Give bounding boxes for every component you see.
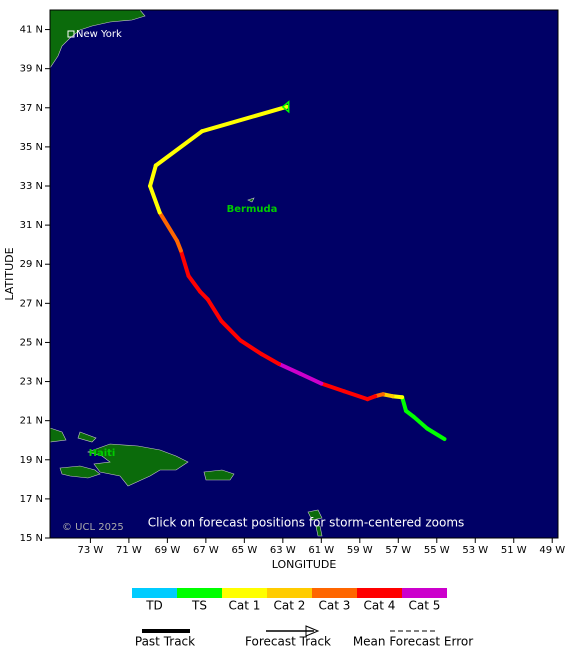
y-tick-label: 33 N — [20, 181, 43, 192]
track-segment — [157, 210, 179, 243]
track-segment — [200, 104, 289, 134]
legend-label: Cat 3 — [319, 599, 351, 613]
legend-swatch — [312, 588, 357, 598]
x-tick-label: 73 W — [78, 545, 104, 556]
track-segment — [411, 414, 430, 431]
track-segment — [219, 318, 243, 343]
legend-label: Cat 2 — [274, 599, 306, 613]
legend-swatch — [402, 588, 447, 598]
legend-label: Past Track — [135, 635, 195, 649]
x-tick-label: 59 W — [347, 545, 373, 556]
copyright: © UCL 2025 — [62, 522, 124, 533]
note: Click on forecast positions for storm-ce… — [148, 516, 465, 530]
place-label: Haiti — [89, 448, 116, 459]
bermuda-island — [247, 197, 255, 203]
cuba — [59, 465, 101, 479]
guadeloupe — [307, 509, 323, 521]
y-tick-label: 41 N — [20, 25, 43, 36]
city-marker — [67, 30, 75, 38]
x-tick-label: 61 W — [308, 545, 334, 556]
legend-swatch — [267, 588, 312, 598]
y-tick-label: 31 N — [20, 220, 43, 231]
track-segment — [425, 426, 447, 442]
legend-swatch — [177, 588, 222, 598]
x-tick-label: 49 W — [539, 545, 565, 556]
track-end-marker — [281, 100, 290, 114]
y-tick-label: 37 N — [20, 103, 43, 114]
track-layer — [148, 100, 447, 442]
hispaniola — [87, 443, 189, 487]
y-axis-title: LATITUDE — [3, 247, 16, 300]
legend-swatch — [132, 588, 177, 598]
y-tick-label: 23 N — [20, 377, 43, 388]
x-tick-label: 53 W — [462, 545, 488, 556]
y-tick-label: 17 N — [20, 494, 43, 505]
place-label: Bermuda — [227, 204, 278, 215]
track-segment — [238, 338, 264, 357]
y-tick-label: 15 N — [20, 533, 43, 544]
track-segment — [178, 248, 191, 278]
track-segment — [153, 129, 205, 168]
track-segment — [298, 371, 324, 386]
x-tick-label: 65 W — [231, 545, 257, 556]
track-segment — [148, 163, 158, 188]
legend-label: TS — [191, 599, 207, 613]
forecast-arrow — [305, 625, 320, 637]
dominica — [315, 525, 323, 537]
track-segment — [205, 297, 224, 323]
us-coast — [49, 9, 146, 69]
map-frame — [49, 9, 559, 539]
legend-label: Cat 4 — [364, 599, 396, 613]
x-tick-label: 55 W — [424, 545, 450, 556]
x-tick-label: 71 W — [116, 545, 142, 556]
legend-label: Cat 1 — [229, 599, 261, 613]
track-segment — [342, 389, 370, 402]
y-tick-label: 25 N — [20, 337, 43, 348]
track-segment — [276, 361, 303, 376]
y-tick-label: 29 N — [20, 259, 43, 270]
y-tick-label: 21 N — [20, 416, 43, 427]
track-segment — [148, 184, 162, 215]
x-tick-label: 67 W — [193, 545, 219, 556]
y-tick-label: 35 N — [20, 142, 43, 153]
legend-swatch — [357, 588, 402, 598]
legend-label: Cat 5 — [409, 599, 441, 613]
legend-label: Forecast Track — [245, 635, 331, 649]
track-segment — [319, 381, 347, 394]
legend-label: TD — [145, 599, 163, 613]
track-segment — [259, 352, 281, 366]
x-tick-label: 51 W — [501, 545, 527, 556]
x-tick-label: 63 W — [270, 545, 296, 556]
legend-label: Mean Forecast Error — [353, 635, 473, 649]
y-tick-label: 19 N — [20, 455, 43, 466]
track-segment — [186, 273, 203, 294]
y-tick-label: 27 N — [20, 298, 43, 309]
land — [49, 9, 323, 537]
bahamas — [77, 431, 97, 443]
track-segment — [400, 395, 408, 413]
x-axis-title: LONGITUDE — [272, 558, 337, 571]
place-label: New York — [76, 29, 122, 40]
puerto-rico — [203, 469, 235, 481]
y-tick-label: 39 N — [20, 64, 43, 75]
x-tick-label: 57 W — [385, 545, 411, 556]
legend-swatch — [222, 588, 267, 598]
x-tick-label: 69 W — [154, 545, 180, 556]
